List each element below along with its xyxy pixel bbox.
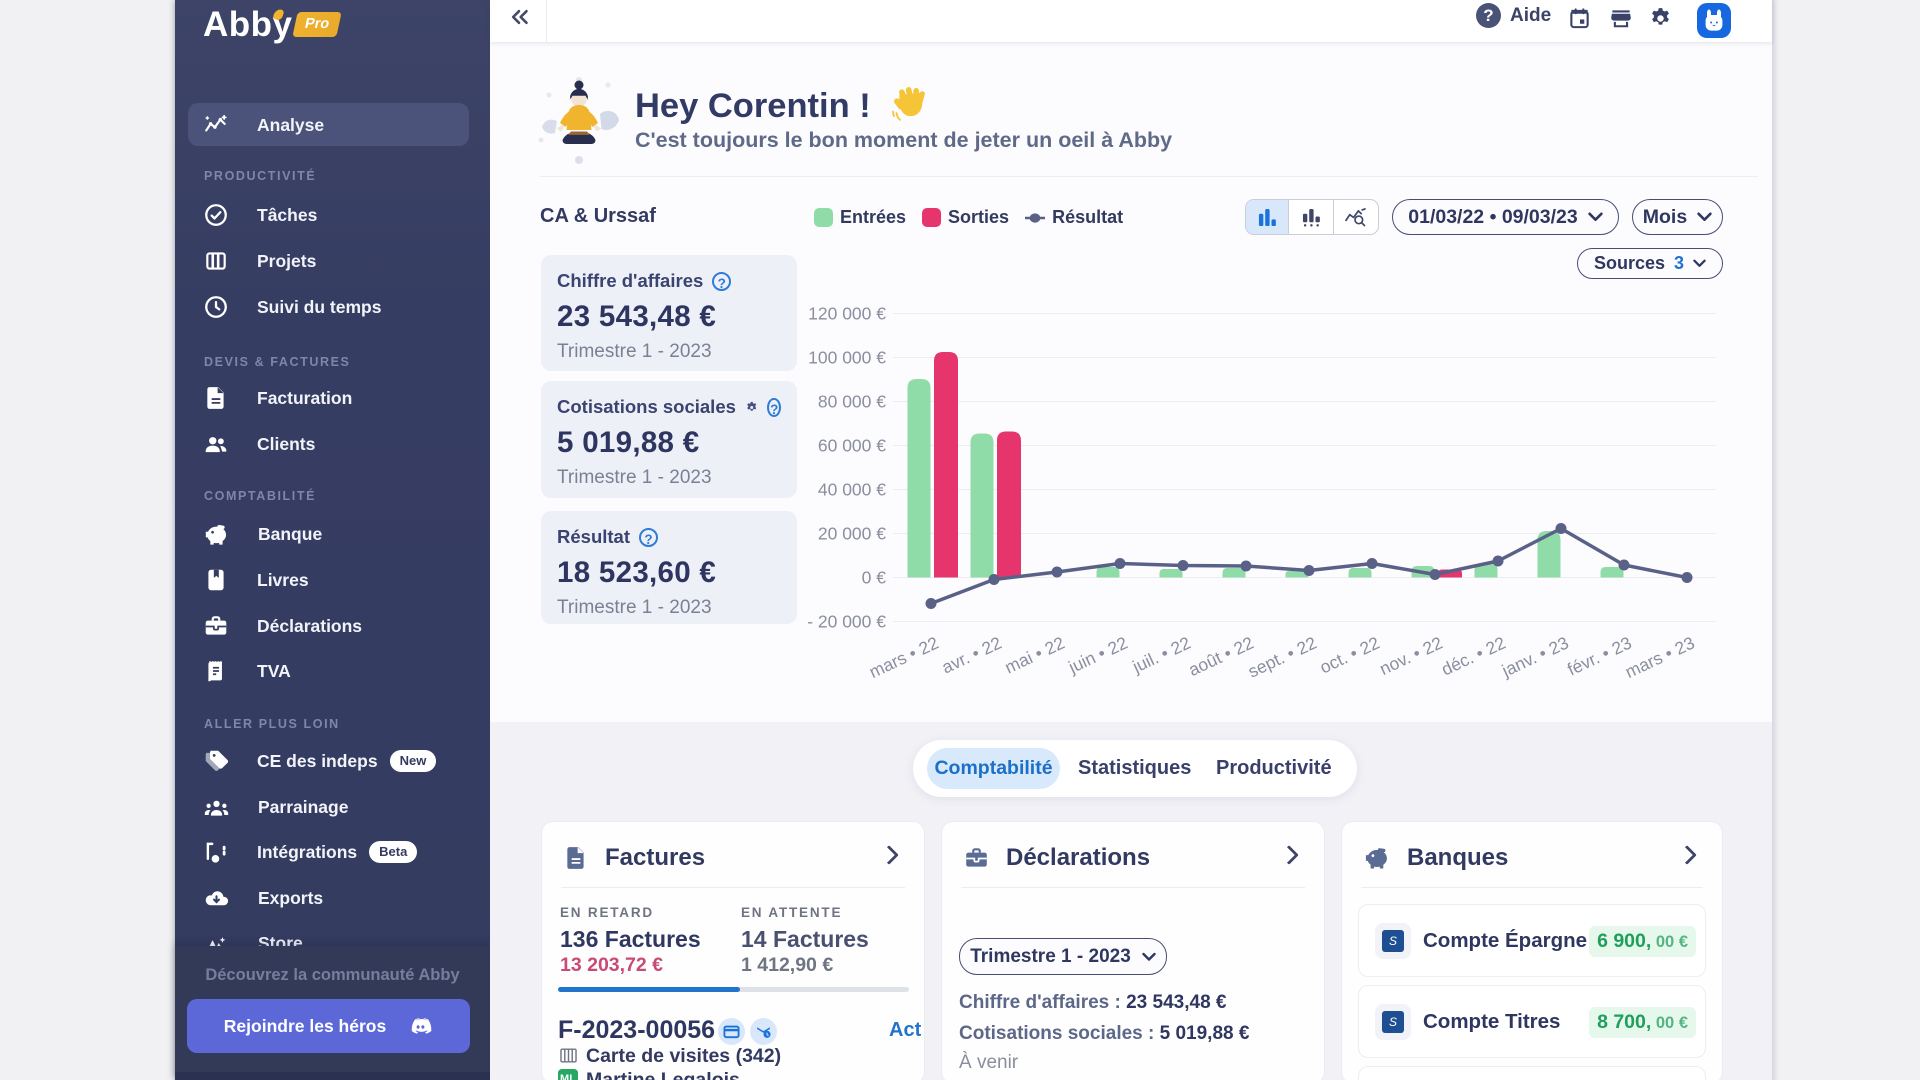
svg-text:déc. • 22: déc. • 22 bbox=[1438, 632, 1508, 679]
svg-text:nov. • 22: nov. • 22 bbox=[1376, 632, 1445, 678]
svg-text:20 000 €: 20 000 € bbox=[818, 524, 886, 544]
svg-text:mars • 23: mars • 23 bbox=[1622, 632, 1698, 681]
svg-text:juin • 22: juin • 22 bbox=[1065, 632, 1131, 677]
svg-text:40 000 €: 40 000 € bbox=[818, 480, 886, 500]
svg-text:0 €: 0 € bbox=[862, 568, 887, 588]
svg-text:120 000 €: 120 000 € bbox=[808, 304, 886, 324]
svg-text:60 000 €: 60 000 € bbox=[818, 436, 886, 456]
svg-text:mars • 22: mars • 22 bbox=[866, 632, 942, 681]
svg-text:juil. • 22: juil. • 22 bbox=[1129, 632, 1194, 677]
svg-text:août • 22: août • 22 bbox=[1185, 632, 1256, 679]
svg-text:oct. • 22: oct. • 22 bbox=[1317, 632, 1383, 677]
svg-text:janv. • 23: janv. • 23 bbox=[1498, 632, 1572, 681]
svg-text:80 000 €: 80 000 € bbox=[818, 392, 886, 412]
svg-text:100 000 €: 100 000 € bbox=[808, 348, 886, 368]
svg-text:- 20 000 €: - 20 000 € bbox=[807, 612, 886, 632]
svg-text:avr. • 22: avr. • 22 bbox=[939, 632, 1005, 677]
svg-text:mai • 22: mai • 22 bbox=[1002, 632, 1068, 677]
svg-text:sept. • 22: sept. • 22 bbox=[1245, 632, 1320, 681]
svg-text:févr. • 23: févr. • 23 bbox=[1564, 632, 1634, 679]
